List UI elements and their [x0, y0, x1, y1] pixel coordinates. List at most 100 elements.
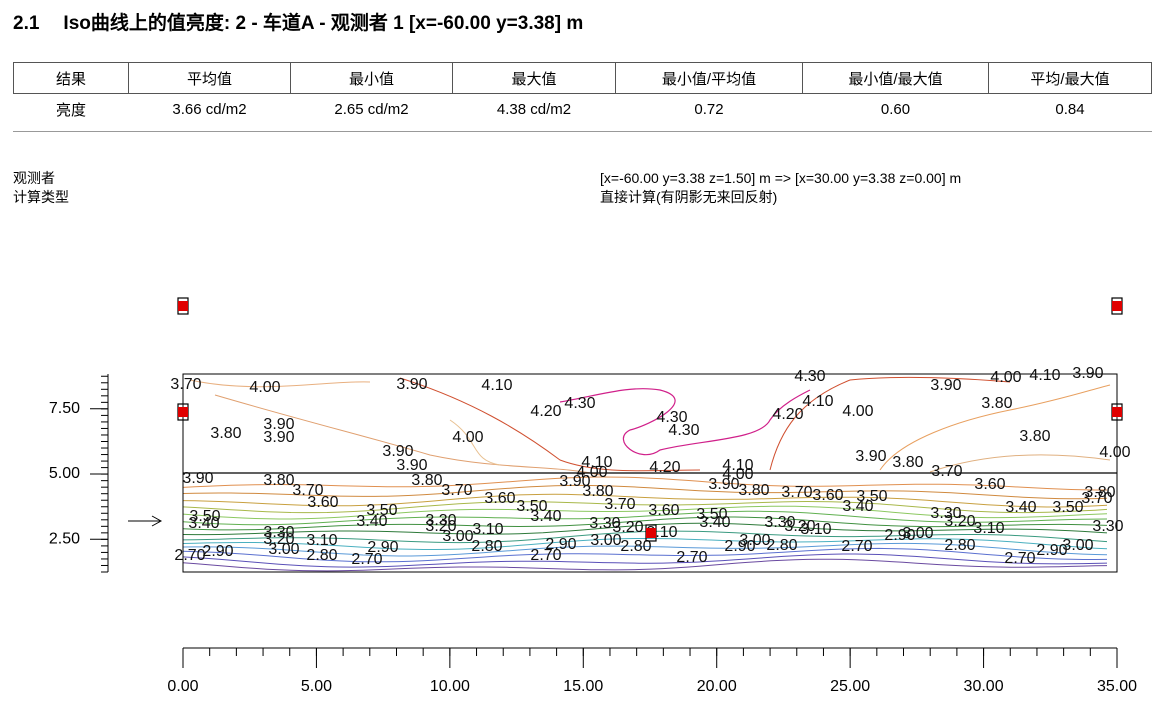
divider	[13, 131, 1152, 132]
contour-line	[182, 500, 1108, 514]
x-tick-label: 25.00	[830, 678, 870, 695]
results-table: 结果 平均值 最小值 最大值 最小值/平均值 最小值/最大值 平均/最大值 亮度…	[13, 62, 1152, 124]
contour-label: 4.00	[842, 403, 873, 420]
contour-line	[214, 394, 601, 476]
contour-label: 3.70	[170, 376, 201, 393]
contour-label: 3.20	[612, 519, 643, 536]
x-tick-label: 35.00	[1097, 678, 1137, 695]
contour-label: 3.20	[944, 513, 975, 530]
observer-arrow-head	[151, 515, 163, 527]
contour-label: 3.90	[263, 429, 294, 446]
x-tick-label: 5.00	[301, 678, 332, 695]
y-tick-label: 7.50	[49, 400, 80, 417]
info-value: [x=-60.00 y=3.38 z=1.50] m => [x=30.00 y…	[600, 170, 962, 186]
contour-label: 4.30	[656, 409, 687, 426]
header-cell: 平均值	[128, 62, 291, 94]
contour-label: 3.40	[188, 515, 219, 532]
contour-label: 3.60	[307, 494, 338, 511]
marker	[1112, 301, 1122, 311]
contour-label: 3.30	[764, 514, 795, 531]
contour-label: 3.90	[182, 470, 213, 487]
contour-label: 3.10	[973, 520, 1004, 537]
contour-label: 3.20	[425, 518, 456, 535]
contour-label: 3.80	[210, 425, 241, 442]
header-cell: 最小值	[290, 62, 453, 94]
contour-line	[182, 484, 1108, 500]
contour-label: 3.80	[1084, 484, 1115, 501]
contour-line	[182, 522, 1108, 536]
section-title: Iso曲线上的值亮度: 2 - 车道A - 观测者 1 [x=-60.00 y=…	[63, 13, 584, 34]
contour-label: 2.90	[367, 539, 398, 556]
contour-label: 3.90	[263, 416, 294, 433]
header-cell: 结果	[13, 62, 129, 94]
contour-line	[879, 384, 1111, 471]
contour-label: 4.00	[1099, 444, 1130, 461]
header-cell: 最大值	[452, 62, 616, 94]
contour-line	[182, 558, 1108, 572]
info-value: 直接计算(有阴影无来回反射)	[600, 189, 778, 205]
contour-label: 3.90	[930, 377, 961, 394]
contour-label: 3.00	[268, 541, 299, 558]
contour-label: 3.10	[800, 521, 831, 538]
contour-label: 3.40	[530, 508, 561, 525]
contour-label: 4.20	[772, 406, 803, 423]
contour-line	[182, 516, 1108, 531]
header-row: 结果 平均值 最小值 最大值 最小值/平均值 最小值/最大值 平均/最大值	[13, 62, 1152, 94]
contour-label: 3.40	[699, 514, 730, 531]
contour-label: 2.90	[724, 538, 755, 555]
contour-label: 4.10	[581, 454, 612, 471]
header-cell: 最小值/平均值	[615, 62, 803, 94]
contour-label: 3.40	[1005, 499, 1036, 516]
data-row: 亮度 3.66 cd/m2 2.65 cd/m2 4.38 cd/m2 0.72…	[14, 94, 1152, 125]
contour-line	[182, 553, 1108, 568]
contour-label: 3.50	[696, 506, 727, 523]
contour-label: 3.50	[516, 498, 547, 515]
contour-label: 3.50	[189, 508, 220, 525]
contour-line	[182, 547, 1108, 563]
contour-line	[182, 530, 1108, 544]
contour-label: 3.40	[356, 513, 387, 530]
contour-label: 3.60	[484, 490, 515, 507]
cell: 3.66 cd/m2	[172, 100, 247, 118]
contour-label: 4.30	[794, 368, 825, 385]
contour-label: 3.20	[263, 531, 294, 548]
contour-label: 2.90	[1036, 542, 1067, 559]
contour-label: 4.10	[802, 393, 833, 410]
contour-label: 3.80	[981, 395, 1012, 412]
contour-label: 4.30	[668, 422, 699, 439]
contour-label: 2.70	[1004, 550, 1035, 567]
cell: 4.38 cd/m2	[496, 100, 572, 118]
contour-line	[929, 454, 1111, 473]
contour-label: 3.00	[590, 532, 621, 549]
contour-label: 3.30	[589, 515, 620, 532]
contour-label: 2.70	[174, 547, 205, 564]
contour-label: 4.20	[530, 403, 561, 420]
info-values: [x=-60.00 y=3.38 z=1.50] m => [x=30.00 y…	[600, 169, 961, 207]
contour-label: 3.90	[382, 443, 413, 460]
contour-label: 3.90	[855, 448, 886, 465]
contour-line	[559, 388, 811, 456]
contour-label: 3.10	[472, 521, 503, 538]
x-tick-label: 0.00	[167, 678, 198, 695]
cell: 亮度	[55, 101, 86, 119]
marker	[646, 528, 656, 538]
contour-label: 2.90	[202, 543, 233, 560]
contour-label: 4.00	[722, 466, 753, 483]
contour-label: 3.70	[1081, 490, 1112, 507]
contour-label: 3.60	[974, 476, 1005, 493]
contour-label: 3.50	[1052, 499, 1083, 516]
contour-label: 3.70	[292, 482, 323, 499]
contour-label: 4.20	[649, 459, 680, 476]
contour-label: 4.00	[576, 464, 607, 481]
contour-label: 2.80	[766, 537, 797, 554]
cell: 2.65 cd/m2	[334, 100, 409, 118]
contour-label: 2.80	[944, 537, 975, 554]
contour-label: 3.60	[812, 487, 843, 504]
header-cell: 最小值/最大值	[802, 62, 989, 94]
marker	[178, 301, 188, 311]
cell: 0.60	[880, 100, 911, 118]
contour-label: 3.90	[708, 476, 739, 493]
contour-label: 2.90	[884, 527, 915, 544]
contour-label: 4.30	[564, 395, 595, 412]
contour-label: 3.40	[842, 498, 873, 515]
